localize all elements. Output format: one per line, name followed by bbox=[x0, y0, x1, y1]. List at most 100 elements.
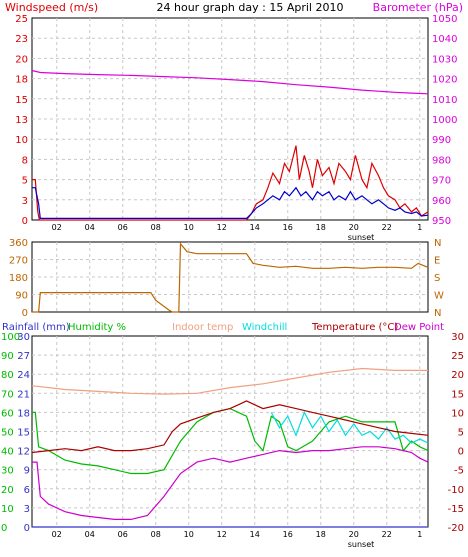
windspeed-tick-label: 20 bbox=[15, 54, 28, 65]
hour-tick-label: 22 bbox=[382, 223, 392, 232]
temperature-tick-label: 25 bbox=[451, 351, 464, 362]
hour-tick-label: 22 bbox=[382, 530, 392, 539]
hour-tick-label: 16 bbox=[283, 223, 293, 232]
hour-tick-label: 04 bbox=[85, 223, 95, 232]
indoor-temp-label: Indoor temp bbox=[172, 322, 233, 333]
barometer-tick-label: 1020 bbox=[432, 75, 457, 86]
hour-tick-label: 18 bbox=[316, 223, 326, 232]
windspeed-tick-label: 5 bbox=[22, 176, 28, 187]
wind-series-line bbox=[32, 145, 429, 221]
rainfall-tick-label: 27 bbox=[17, 351, 30, 362]
windspeed-tick-label: 8 bbox=[22, 155, 28, 166]
chart-title: 24 hour graph day : 15 April 2010 bbox=[157, 1, 344, 14]
sunset-label-top: sunset bbox=[348, 233, 375, 242]
temperature-tick-label: 30 bbox=[451, 332, 464, 343]
hour-tick-label: 16 bbox=[283, 530, 293, 539]
compass-tick-label: N bbox=[434, 308, 441, 319]
humidity-series-line bbox=[32, 407, 429, 475]
humidity-tick-label: 40 bbox=[1, 447, 14, 458]
direction-tick-label: 270 bbox=[9, 256, 28, 267]
winddir-series-line bbox=[32, 242, 429, 313]
windspeed-tick-label: 3 bbox=[22, 196, 28, 207]
windspeed-tick-label: 13 bbox=[15, 115, 28, 126]
hour-tick-label: 18 bbox=[316, 530, 326, 539]
rainfall-tick-label: 6 bbox=[24, 485, 30, 496]
windspeed-tick-label: 23 bbox=[15, 34, 28, 45]
rainfall-tick-label: 24 bbox=[17, 370, 30, 381]
rainfall-axis-label: Rainfall (mm) bbox=[2, 322, 70, 333]
hour-tick-label: 20 bbox=[349, 223, 359, 232]
temperature-tick-label: -20 bbox=[448, 523, 464, 534]
barometer-axis-label: Barometer (hPa) bbox=[373, 1, 463, 14]
temperature-tick-label: 10 bbox=[451, 408, 464, 419]
windspeed-tick-label: 0 bbox=[22, 216, 28, 227]
hour-tick-label: 08 bbox=[151, 530, 161, 539]
humidity-tick-label: 60 bbox=[1, 408, 14, 419]
windspeed-tick-label: 10 bbox=[15, 135, 28, 146]
dew-point-label: Dew Point bbox=[394, 322, 444, 333]
temp-series-line bbox=[31, 400, 429, 454]
hour-tick-label: 10 bbox=[184, 223, 194, 232]
hour-tick-label: 02 bbox=[52, 223, 62, 232]
temperature-tick-label: 20 bbox=[451, 370, 464, 381]
direction-tick-label: 360 bbox=[9, 238, 28, 249]
humidity-tick-label: 90 bbox=[1, 351, 14, 362]
temperature-tick-label: 5 bbox=[458, 428, 464, 439]
barometer-tick-label: 1040 bbox=[432, 34, 457, 45]
windchill-label: Windchill bbox=[242, 322, 287, 333]
humidity-tick-label: 100 bbox=[1, 332, 20, 343]
windspeed-tick-label: 15 bbox=[15, 95, 28, 106]
barometer-tick-label: 1010 bbox=[432, 95, 457, 106]
barometer-tick-label: 950 bbox=[432, 216, 451, 227]
windspeed-tick-label: 18 bbox=[15, 75, 28, 86]
compass-tick-label: N bbox=[434, 238, 441, 249]
hour-tick-label: 02 bbox=[52, 530, 62, 539]
sunset-label-bottom: sunset bbox=[348, 540, 375, 549]
dew-series-line bbox=[32, 446, 429, 521]
hour-tick-label: 10 bbox=[184, 530, 194, 539]
direction-tick-label: 90 bbox=[15, 291, 28, 302]
direction-tick-label: 0 bbox=[22, 308, 28, 319]
barometer-tick-label: 970 bbox=[432, 176, 451, 187]
hour-tick-label: 04 bbox=[85, 530, 95, 539]
windchill-series-line bbox=[270, 410, 429, 444]
temperature-tick-label: 15 bbox=[451, 389, 464, 400]
baro-series-line bbox=[31, 69, 429, 95]
humidity-tick-label: 70 bbox=[1, 389, 14, 400]
compass-tick-label: W bbox=[434, 291, 444, 302]
barometer-tick-label: 990 bbox=[432, 135, 451, 146]
temperature-tick-label: 0 bbox=[458, 447, 464, 458]
barometer-tick-label: 980 bbox=[432, 155, 451, 166]
gust-series-line bbox=[32, 186, 429, 219]
hour-tick-label: 06 bbox=[118, 223, 128, 232]
rainfall-tick-label: 18 bbox=[17, 408, 30, 419]
hour-tick-label: 1 bbox=[417, 223, 422, 232]
rainfall-tick-label: 12 bbox=[17, 447, 30, 458]
temperature-tick-label: -10 bbox=[448, 485, 464, 496]
temperature-tick-label: -5 bbox=[454, 466, 464, 477]
hour-tick-label: 14 bbox=[250, 530, 260, 539]
rainfall-tick-label: 30 bbox=[17, 332, 30, 343]
rainfall-tick-label: 0 bbox=[24, 523, 30, 534]
rainfall-tick-label: 21 bbox=[17, 389, 30, 400]
humidity-axis-label: Humidity % bbox=[68, 322, 126, 333]
barometer-tick-label: 1030 bbox=[432, 54, 457, 65]
humidity-tick-label: 10 bbox=[1, 504, 14, 515]
temperature-tick-label: -15 bbox=[448, 504, 464, 515]
rainfall-tick-label: 15 bbox=[17, 428, 30, 439]
rainfall-tick-label: 3 bbox=[24, 504, 30, 515]
windspeed-axis-label: Windspeed (m/s) bbox=[5, 1, 98, 14]
hour-tick-label: 12 bbox=[217, 530, 227, 539]
humidity-tick-label: 20 bbox=[1, 485, 14, 496]
humidity-tick-label: 50 bbox=[1, 428, 14, 439]
hour-tick-label: 06 bbox=[118, 530, 128, 539]
hour-tick-label: 1 bbox=[417, 530, 422, 539]
barometer-tick-label: 1050 bbox=[432, 14, 457, 25]
barometer-tick-label: 960 bbox=[432, 196, 451, 207]
humidity-tick-label: 0 bbox=[1, 523, 7, 534]
rainfall-tick-label: 9 bbox=[24, 466, 30, 477]
temperature-axis-label: Temperature (°C) bbox=[311, 322, 398, 333]
compass-tick-label: E bbox=[434, 256, 440, 267]
hour-tick-label: 12 bbox=[217, 223, 227, 232]
